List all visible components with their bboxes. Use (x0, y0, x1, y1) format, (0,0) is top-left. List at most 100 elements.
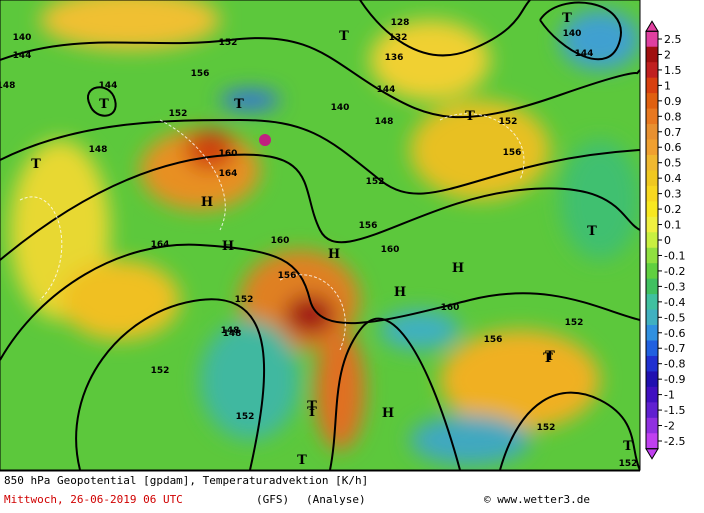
color-label: -0.3 (664, 280, 685, 293)
contour-label: 152 (499, 117, 518, 127)
color-label: 1 (664, 79, 671, 92)
contour-label: 128 (391, 18, 410, 28)
pressure-center: H (201, 195, 213, 210)
color-swatch (646, 386, 658, 403)
contour-label: 156 (278, 271, 297, 281)
color-swatch (646, 77, 658, 94)
contour-label: 148 (221, 326, 240, 336)
contour-label: 152 (619, 459, 638, 469)
color-label: -0.6 (664, 327, 685, 340)
color-swatch (646, 294, 658, 311)
color-label: 0.9 (664, 95, 682, 108)
pressure-center: T (465, 109, 475, 124)
color-swatch (646, 62, 658, 79)
color-label: 0.1 (664, 219, 682, 232)
color-label: 2 (664, 48, 671, 61)
color-swatch (646, 278, 658, 295)
color-label: 0.4 (664, 172, 682, 185)
contour-label: 156 (503, 148, 522, 158)
color-swatch (646, 124, 658, 140)
pressure-center: H (328, 247, 340, 262)
footer-model: (GFS) (256, 493, 289, 506)
scale-arrow-bottom (645, 448, 659, 460)
color-swatch (646, 371, 658, 388)
color-swatch (646, 325, 658, 341)
color-label: -0.1 (664, 249, 685, 262)
contour-label: 144 (13, 51, 32, 61)
contour-label: 152 (169, 109, 188, 119)
contour-label: 152 (219, 38, 238, 48)
color-swatch (646, 154, 658, 171)
color-scale: 2.5 2 1.5 1 0.9 0.8 0.7 0.6 0.5 0.4 0.3 0.2 0.1 0 -0.1… (645, 20, 685, 460)
color-label: 0.3 (664, 188, 682, 201)
footer-date: Mittwoch, 26-06-2019 06 UTC (4, 493, 183, 506)
color-label: -1 (664, 389, 675, 402)
contour-label: 156 (191, 69, 210, 79)
pressure-center: T (297, 453, 307, 468)
contour-label: 156 (359, 221, 378, 231)
pressure-center: T (545, 349, 555, 364)
color-swatch (646, 433, 658, 450)
contour-label: 140 (563, 29, 582, 39)
contour-label: 160 (441, 303, 460, 313)
map-frame (0, 0, 641, 471)
color-swatch (646, 93, 658, 110)
pressure-center: H (382, 406, 394, 421)
color-label: 0 (664, 234, 671, 247)
color-swatch (646, 263, 658, 280)
color-label: -1.5 (664, 404, 685, 417)
color-swatch (646, 340, 658, 357)
contour-label: 140 (13, 33, 32, 43)
map-area: 140 144 144 152 148 156 152 148 160 164 H 164 160 156… (0, 0, 640, 470)
color-label: -2 (664, 420, 675, 433)
pressure-center: T (234, 97, 244, 112)
contour-label: 148 (375, 117, 394, 127)
contour-label: 164 (151, 240, 170, 250)
contour-label: 156 (484, 335, 503, 345)
pressure-center: H (394, 285, 406, 300)
color-label: 0.6 (664, 141, 682, 154)
color-swatch (646, 108, 658, 125)
contour-label: 164 (219, 169, 238, 179)
color-label: 0.2 (664, 203, 682, 216)
contour-label: 140 (331, 103, 350, 113)
contour-label: 160 (381, 245, 400, 255)
pressure-center: T (99, 97, 109, 112)
color-label: -0.5 (664, 311, 685, 324)
color-label: -0.7 (664, 342, 685, 355)
scale-frame (645, 30, 659, 450)
pressure-center: H (452, 261, 464, 276)
color-label: 2.5 (664, 33, 682, 46)
color-label: -0.2 (664, 265, 685, 278)
color-label: -2.5 (664, 435, 685, 448)
color-swatch (646, 309, 658, 326)
color-swatch (646, 139, 658, 156)
pressure-center: T (339, 29, 349, 44)
pressure-center: T (307, 405, 317, 420)
color-label: 1.5 (664, 64, 682, 77)
pressure-center: T (587, 224, 597, 239)
scale-arrow-top (645, 20, 659, 32)
contour-label: 152 (537, 423, 556, 433)
contour-label: 152 (565, 318, 584, 328)
color-label: -0.4 (664, 296, 685, 309)
contour-label: 148 (223, 329, 242, 339)
color-label: 0.7 (664, 126, 682, 139)
pressure-center: T (307, 399, 317, 414)
color-swatch (646, 216, 658, 233)
color-swatch (646, 46, 658, 63)
contour-label: 148 (89, 145, 108, 155)
contour-label: 136 (385, 53, 404, 63)
color-label: 0.5 (664, 157, 682, 170)
color-label: -0.9 (664, 373, 685, 386)
color-swatch (646, 232, 658, 249)
pressure-center: T (562, 11, 572, 26)
color-swatch (646, 417, 658, 434)
contour-label: 152 (151, 366, 170, 376)
color-swatch (646, 185, 658, 202)
contour-label: 152 (235, 295, 254, 305)
contour-label: 148 (0, 81, 15, 91)
color-swatch (646, 170, 658, 187)
footer-title: 850 hPa Geopotential [gpdam], Temperatur… (4, 474, 368, 487)
